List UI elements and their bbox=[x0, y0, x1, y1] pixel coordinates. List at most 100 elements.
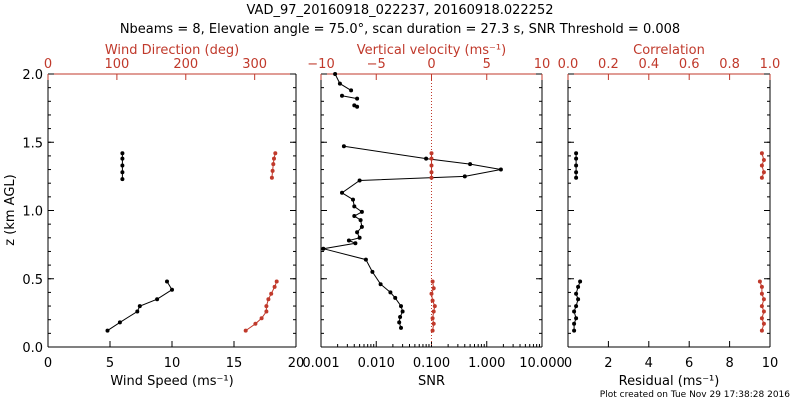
data-point bbox=[574, 156, 579, 161]
data-point bbox=[759, 316, 764, 321]
data-point bbox=[264, 304, 269, 309]
top-tick-label: 300 bbox=[242, 57, 267, 72]
data-point bbox=[388, 290, 393, 295]
data-point bbox=[759, 163, 764, 168]
series-line bbox=[323, 145, 501, 329]
top-tick-label: 200 bbox=[173, 57, 198, 72]
bottom-tick-label: 0.100 bbox=[413, 356, 450, 371]
data-point bbox=[378, 282, 383, 287]
data-point bbox=[359, 209, 364, 214]
top-tick-label: 10 bbox=[534, 57, 551, 72]
data-point bbox=[266, 297, 271, 302]
data-point bbox=[165, 279, 169, 284]
bottom-tick-label: 4 bbox=[645, 356, 653, 371]
data-point bbox=[358, 218, 363, 223]
data-point bbox=[429, 151, 434, 156]
top-tick-label: −10 bbox=[307, 57, 334, 72]
data-point bbox=[264, 309, 269, 314]
data-point bbox=[429, 175, 434, 180]
data-point bbox=[574, 291, 579, 296]
series-wind-direction bbox=[243, 151, 279, 333]
data-point bbox=[253, 321, 258, 326]
data-point bbox=[243, 328, 248, 333]
top-tick-label: 100 bbox=[104, 57, 129, 72]
top-axis-label: Vertical velocity (ms⁻¹) bbox=[357, 43, 506, 58]
data-point bbox=[359, 224, 364, 229]
data-point bbox=[424, 156, 429, 161]
data-point bbox=[120, 177, 125, 182]
data-point bbox=[399, 304, 403, 309]
data-point bbox=[761, 309, 766, 314]
series-line bbox=[341, 95, 358, 100]
data-point bbox=[259, 316, 264, 321]
series-residual bbox=[572, 151, 583, 333]
series-vertical-velocity bbox=[429, 151, 437, 333]
data-point bbox=[574, 304, 579, 309]
data-point bbox=[155, 297, 160, 302]
bottom-tick-label: 2 bbox=[604, 356, 612, 371]
data-point bbox=[399, 325, 403, 330]
data-point bbox=[759, 291, 764, 296]
top-axis-label: Correlation bbox=[633, 43, 705, 58]
data-point bbox=[432, 304, 437, 309]
bottom-tick-label: 8 bbox=[725, 356, 733, 371]
data-point bbox=[574, 163, 579, 168]
data-point bbox=[340, 190, 344, 195]
data-point bbox=[759, 328, 764, 333]
y-tick-label: 2.0 bbox=[22, 68, 43, 83]
data-point bbox=[272, 156, 276, 161]
data-point bbox=[400, 309, 405, 314]
series-correlation bbox=[757, 151, 766, 333]
bottom-tick-label: 10.000 bbox=[519, 356, 565, 371]
data-point bbox=[321, 246, 326, 251]
data-point bbox=[355, 104, 360, 109]
top-tick-label: 1.0 bbox=[760, 57, 781, 72]
data-point bbox=[271, 162, 276, 167]
title-line1: VAD_97_20160918_022237, 20160918.022252 bbox=[247, 3, 554, 18]
data-point bbox=[117, 320, 122, 325]
data-point bbox=[578, 279, 583, 284]
data-point bbox=[761, 297, 766, 302]
data-point bbox=[761, 170, 766, 175]
bottom-axis-label: SNR bbox=[418, 374, 445, 389]
data-point bbox=[431, 321, 436, 326]
data-point bbox=[498, 167, 503, 172]
series-line bbox=[334, 73, 352, 91]
data-point bbox=[574, 175, 579, 180]
data-point bbox=[120, 156, 125, 161]
data-point bbox=[370, 269, 375, 274]
data-point bbox=[431, 286, 436, 291]
y-tick-label: 0.0 bbox=[22, 341, 43, 356]
data-point bbox=[135, 309, 140, 314]
data-point bbox=[430, 279, 435, 284]
data-point bbox=[333, 72, 338, 76]
data-point bbox=[340, 93, 344, 98]
data-point bbox=[572, 309, 577, 314]
top-tick-label: 0 bbox=[44, 57, 52, 72]
data-point bbox=[352, 214, 357, 218]
bottom-tick-label: 0.010 bbox=[358, 356, 395, 371]
data-point bbox=[429, 163, 434, 168]
data-point bbox=[363, 257, 368, 262]
panel-snr: 0.001 0.010 0.100 1.000 10.000 SNR −10 −5 0 5 10 Ve… bbox=[302, 43, 564, 389]
top-tick-label: 0.6 bbox=[679, 57, 700, 72]
top-tick-label: 0 bbox=[427, 57, 435, 72]
data-point bbox=[576, 297, 581, 302]
data-point bbox=[105, 328, 110, 333]
footer-timestamp: Plot created on Tue Nov 29 17:38:28 2016 bbox=[600, 390, 790, 400]
y-tick-label: 1.5 bbox=[22, 136, 43, 151]
data-point bbox=[468, 162, 473, 167]
data-point bbox=[337, 81, 342, 86]
data-point bbox=[574, 151, 579, 156]
data-point bbox=[759, 175, 764, 180]
data-point bbox=[352, 204, 357, 209]
data-point bbox=[137, 304, 142, 309]
bottom-tick-label: 0.001 bbox=[302, 356, 339, 371]
data-point bbox=[572, 321, 577, 326]
data-point bbox=[429, 170, 434, 175]
data-point bbox=[574, 316, 579, 321]
data-point bbox=[430, 316, 435, 321]
top-tick-label: 0.8 bbox=[719, 57, 740, 72]
data-point bbox=[759, 151, 764, 156]
